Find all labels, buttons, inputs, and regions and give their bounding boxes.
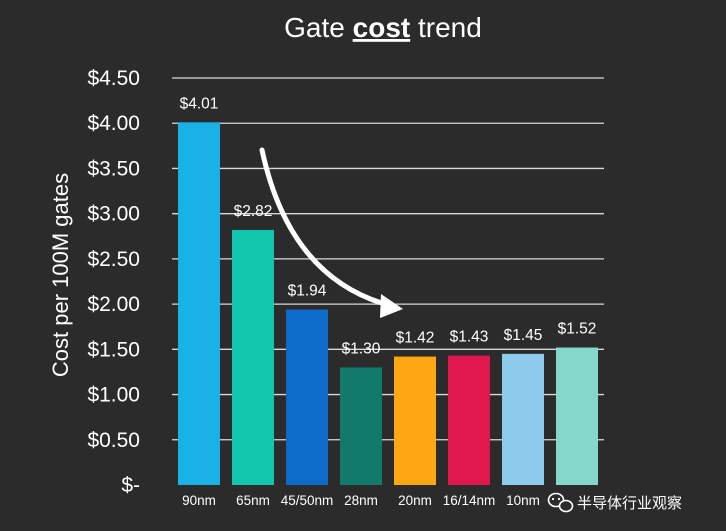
y-tick-label: $- <box>121 474 140 497</box>
x-tick-label: 20nm <box>398 493 432 508</box>
watermark-text: 半导体行业观察 <box>577 494 682 512</box>
data-label: $1.42 <box>396 330 435 347</box>
data-labels: $4.01 $2.82 $1.94 $1.30 $1.42 $1.43 $1.45 $1.52 <box>180 95 597 357</box>
bar <box>448 355 490 485</box>
data-label: $1.30 <box>342 340 381 357</box>
watermark: 半导体行业观察 <box>540 486 715 520</box>
data-label: $1.45 <box>504 327 543 344</box>
bar <box>394 356 436 485</box>
bar <box>502 353 544 485</box>
y-tick-label: $3.00 <box>87 203 140 226</box>
x-tick-label: 28nm <box>344 493 378 508</box>
wechat-icon <box>547 492 574 513</box>
bars <box>178 122 598 485</box>
chart-title: Gate cost trend <box>284 12 482 43</box>
y-tick-label: $2.00 <box>87 293 140 316</box>
y-tick-label: $1.50 <box>87 338 140 361</box>
bar <box>340 367 382 485</box>
x-tick-label: 10nm <box>506 493 540 508</box>
data-label: $4.01 <box>180 95 219 112</box>
trend-arrow-head <box>380 294 403 318</box>
bar <box>178 122 220 485</box>
trend-arrow <box>259 147 403 318</box>
data-label: $1.52 <box>558 321 597 338</box>
y-tick-label: $2.50 <box>87 248 140 271</box>
x-tick-label: 90nm <box>182 493 216 508</box>
data-label: $2.82 <box>234 203 273 220</box>
data-label: $1.94 <box>288 283 327 300</box>
y-tick-label: $4.00 <box>87 112 140 135</box>
x-tick-label: 16/14nm <box>443 493 496 508</box>
bar <box>232 229 274 485</box>
y-axis-label: Cost per 100M gates <box>48 173 73 377</box>
data-label: $1.43 <box>450 329 489 346</box>
y-tick-label: $1.00 <box>87 384 140 407</box>
bar <box>286 309 328 485</box>
x-tick-label: 45/50nm <box>281 493 334 508</box>
x-tick-label: 65nm <box>236 493 270 508</box>
bar <box>556 347 598 485</box>
y-tick-label: $0.50 <box>87 429 140 452</box>
y-axis-ticks: $- $0.50 $1.00 $1.50 $2.00 $2.50 $3.00 $3.50 $4.… <box>87 67 140 497</box>
y-tick-label: $3.50 <box>87 157 140 180</box>
y-tick-label: $4.50 <box>87 67 140 90</box>
watermark-backdrop <box>540 486 715 520</box>
trend-arrow-shaft <box>259 147 395 309</box>
